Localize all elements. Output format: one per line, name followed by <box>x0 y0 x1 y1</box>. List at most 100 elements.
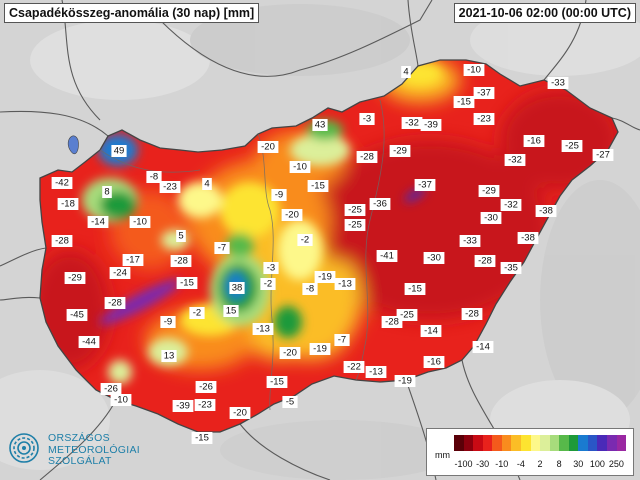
station-value: -15 <box>176 277 198 289</box>
station-value-background <box>334 278 356 290</box>
station-value: -32 <box>401 117 423 129</box>
legend-swatch <box>578 435 588 451</box>
station-value-background <box>110 394 132 406</box>
station-value-background <box>547 77 569 89</box>
station-value-text: -28 <box>174 256 188 267</box>
station-value-text: -28 <box>478 256 492 267</box>
station-value-background <box>423 356 445 368</box>
station-value: -22 <box>343 361 365 373</box>
station-value-background <box>404 283 426 295</box>
station-value-background <box>122 254 144 266</box>
station-value: -27 <box>592 149 614 161</box>
station-value-background <box>344 219 366 231</box>
station-value: -42 <box>51 177 73 189</box>
station-value-background <box>523 135 545 147</box>
legend-swatch <box>463 435 474 451</box>
station-value: -9 <box>160 316 176 328</box>
station-value-background <box>307 180 329 192</box>
station-value: -3 <box>359 113 375 125</box>
station-value-background <box>109 267 131 279</box>
legend-unit: mm <box>435 450 450 460</box>
station-value: -32 <box>504 154 526 166</box>
station-value: -20 <box>257 141 279 153</box>
station-value-text: -45 <box>70 310 84 321</box>
station-value: -44 <box>78 336 100 348</box>
station-value-text: -23 <box>198 400 212 411</box>
legend-tick-label: -10 <box>495 459 509 469</box>
station-value-background <box>223 305 239 317</box>
station-value-background <box>214 242 230 254</box>
station-value-background <box>474 255 496 267</box>
legend-tick-label: 100 <box>589 459 605 469</box>
station-value: -29 <box>64 272 86 284</box>
station-value-background <box>356 151 378 163</box>
station-value-text: -39 <box>424 120 438 131</box>
legend-swatch <box>597 435 607 451</box>
station-value: -19 <box>309 343 331 355</box>
station-value-background <box>263 262 279 274</box>
station-value-text: 49 <box>114 146 125 157</box>
station-value: -30 <box>480 212 502 224</box>
station-value: -35 <box>500 262 522 274</box>
station-value-background <box>592 149 614 161</box>
legend-tick-label: -4 <box>516 459 525 469</box>
station-value-background <box>459 235 481 247</box>
station-value-background <box>252 323 274 335</box>
station-value-text: 43 <box>315 120 326 131</box>
legend-swatch <box>616 435 627 451</box>
station-value: -30 <box>423 252 445 264</box>
station-value-text: -7 <box>338 335 346 346</box>
station-value-text: -22 <box>347 362 361 373</box>
station-value-background <box>281 209 303 221</box>
station-value-text: 8 <box>104 187 109 198</box>
station-value-background <box>423 252 445 264</box>
station-value: -29 <box>389 145 411 157</box>
station-value: -20 <box>279 347 301 359</box>
station-value-text: -37 <box>477 88 491 99</box>
station-value-text: -15 <box>270 377 284 388</box>
station-value-background <box>394 375 416 387</box>
station-value: -13 <box>365 366 387 378</box>
station-value-background <box>500 199 522 211</box>
legend-tick-label: -100 <box>454 459 473 469</box>
station-value: -2 <box>297 234 313 246</box>
station-value-background <box>381 316 403 328</box>
omsz-logo-icon <box>9 433 39 463</box>
logo-line-1: ORSZÁGOS <box>48 432 110 444</box>
station-value-background <box>297 234 313 246</box>
station-value-text: -25 <box>348 205 362 216</box>
station-value: 4 <box>401 66 411 78</box>
legend-swatch <box>511 435 521 451</box>
color-legend: mm -100 -30 -10 -4 2 8 30 100 250 <box>426 428 634 476</box>
station-value-background <box>369 198 391 210</box>
station-value: -15 <box>307 180 329 192</box>
station-value-text: -13 <box>338 279 352 290</box>
legend-tick-label: 30 <box>573 459 584 469</box>
station-value: -25 <box>344 219 366 231</box>
station-value: -15 <box>404 283 426 295</box>
station-value-background <box>480 212 502 224</box>
legend-swatch <box>454 435 464 451</box>
station-value-background <box>473 113 495 125</box>
station-value-text: -10 <box>293 162 307 173</box>
station-value: -8 <box>146 171 162 183</box>
station-value: -41 <box>376 250 398 262</box>
station-value: -39 <box>420 119 442 131</box>
station-value-text: -13 <box>369 367 383 378</box>
station-value-background <box>229 407 251 419</box>
station-value-text: -28 <box>385 317 399 328</box>
station-value-background <box>500 262 522 274</box>
station-value-text: -15 <box>180 278 194 289</box>
station-value: -20 <box>281 209 303 221</box>
omsz-logo: ORSZÁGOS METEOROLÓGIAI SZOLGÁLAT <box>8 428 178 472</box>
station-value-text: -27 <box>596 150 610 161</box>
legend-swatch <box>501 435 512 451</box>
station-value-text: -29 <box>68 273 82 284</box>
station-value-text: 5 <box>178 231 183 242</box>
timestamp: 2021-10-06 02:00 (00:00 UTC) <box>453 3 636 23</box>
legend-swatch <box>520 435 531 451</box>
station-value-text: 15 <box>226 306 237 317</box>
station-value: -14 <box>420 325 442 337</box>
station-value-text: -38 <box>539 206 553 217</box>
station-value-text: -15 <box>408 284 422 295</box>
